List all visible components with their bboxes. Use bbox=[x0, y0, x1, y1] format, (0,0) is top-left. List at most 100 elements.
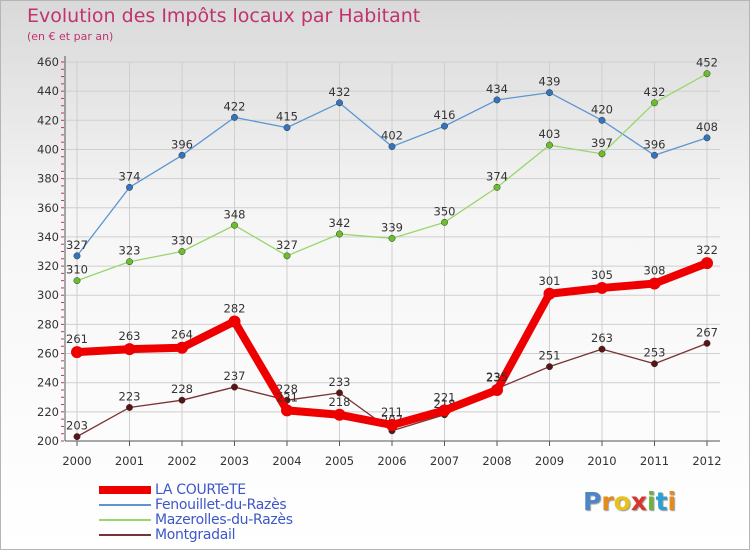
x-tick-label: 2005 bbox=[325, 454, 354, 468]
y-tick-label: 340 bbox=[37, 230, 59, 244]
legend-label: LA COURTeTE bbox=[155, 482, 246, 498]
data-point bbox=[596, 281, 608, 294]
logo-letter: o bbox=[613, 487, 631, 516]
data-label: 339 bbox=[381, 220, 403, 234]
data-label: 233 bbox=[329, 375, 351, 389]
logo-letter: r bbox=[601, 487, 614, 516]
data-label: 223 bbox=[119, 389, 141, 403]
proxiti-logo: Proxiti bbox=[583, 487, 676, 516]
data-point bbox=[543, 287, 556, 300]
data-label: 305 bbox=[591, 268, 613, 282]
data-label: 221 bbox=[276, 390, 298, 404]
data-point bbox=[651, 360, 658, 368]
data-point bbox=[388, 143, 396, 150]
data-point bbox=[228, 315, 241, 328]
x-tick-label: 2008 bbox=[482, 454, 511, 468]
data-label: 439 bbox=[539, 75, 561, 89]
series-fenouillet-du-raz-s: 327 374 396 422 415 432 402 416 434 439 420 396 408 bbox=[66, 75, 718, 260]
y-tick-label: 200 bbox=[37, 434, 59, 448]
data-point bbox=[231, 221, 238, 229]
y-tick-label: 260 bbox=[37, 347, 59, 361]
data-point bbox=[231, 383, 238, 391]
data-point bbox=[73, 277, 81, 285]
data-label: 350 bbox=[434, 204, 456, 218]
data-point bbox=[388, 234, 396, 242]
data-point bbox=[438, 404, 451, 417]
legend-swatch bbox=[99, 534, 151, 536]
series-la-courtete: 261 263 264 282 221 218 211 221 235 301 305 308 322 bbox=[66, 243, 718, 431]
data-point bbox=[491, 383, 503, 396]
data-label: 301 bbox=[539, 274, 561, 288]
data-point bbox=[651, 99, 658, 107]
data-point bbox=[701, 257, 713, 270]
axes: 200 220 240 260 280 300 320 340 360 380 400 420 440 4… bbox=[37, 55, 722, 468]
data-point bbox=[336, 99, 343, 107]
data-label: 348 bbox=[224, 207, 246, 221]
data-point bbox=[546, 141, 553, 149]
data-label: 221 bbox=[434, 390, 456, 404]
data-point bbox=[333, 408, 346, 421]
data-point bbox=[283, 124, 291, 132]
data-point bbox=[73, 433, 81, 441]
data-point bbox=[703, 70, 711, 78]
series-mazerolles-du-raz-s: 310 323 330 348 327 342 339 350 374 403 397 432 452 bbox=[66, 56, 718, 285]
data-point bbox=[126, 183, 133, 191]
data-point bbox=[178, 248, 186, 255]
data-point bbox=[178, 151, 186, 159]
y-tick-label: 280 bbox=[37, 317, 59, 331]
data-label: 396 bbox=[171, 137, 193, 151]
data-label: 228 bbox=[171, 382, 193, 396]
y-tick-label: 440 bbox=[37, 84, 59, 98]
y-tick-label: 320 bbox=[37, 259, 59, 273]
data-point bbox=[281, 404, 293, 417]
data-point bbox=[598, 150, 606, 158]
data-label: 397 bbox=[591, 136, 613, 150]
data-label: 374 bbox=[119, 169, 141, 183]
data-point bbox=[598, 116, 606, 124]
data-point bbox=[178, 396, 186, 404]
data-point bbox=[493, 183, 501, 191]
series: 3273743964224154324024164344394203964083… bbox=[66, 56, 718, 441]
data-label: 322 bbox=[696, 243, 718, 257]
x-tick-label: 2003 bbox=[220, 454, 249, 468]
data-label: 327 bbox=[66, 238, 88, 252]
x-tick-label: 2000 bbox=[62, 454, 91, 468]
data-label: 422 bbox=[224, 99, 246, 113]
y-tick-label: 220 bbox=[37, 405, 59, 419]
data-point bbox=[651, 151, 658, 159]
data-label: 263 bbox=[591, 331, 613, 345]
data-point bbox=[386, 418, 398, 431]
x-tick-label: 2012 bbox=[692, 454, 721, 468]
data-label: 310 bbox=[66, 263, 88, 277]
data-label: 416 bbox=[434, 108, 456, 122]
logo-letter: t bbox=[655, 487, 668, 516]
data-label: 261 bbox=[66, 332, 88, 346]
data-point bbox=[123, 343, 136, 356]
legend-swatch bbox=[99, 504, 151, 506]
data-label: 434 bbox=[486, 82, 508, 96]
data-label: 432 bbox=[644, 85, 666, 99]
y-tick-label: 460 bbox=[37, 55, 59, 69]
data-label: 374 bbox=[486, 169, 508, 183]
data-label: 253 bbox=[644, 346, 666, 360]
data-label: 267 bbox=[696, 325, 718, 339]
data-label: 327 bbox=[276, 238, 298, 252]
legend-label: Fenouillet-du-Razès bbox=[155, 497, 287, 513]
y-tick-label: 400 bbox=[37, 142, 59, 156]
legend-swatch bbox=[99, 486, 151, 494]
data-label: 251 bbox=[539, 349, 561, 363]
data-label: 403 bbox=[539, 127, 561, 141]
x-tick-label: 2002 bbox=[167, 454, 196, 468]
legend-swatch bbox=[99, 519, 151, 521]
data-point bbox=[441, 122, 448, 130]
data-label: 203 bbox=[66, 419, 88, 433]
x-tick-label: 2011 bbox=[640, 454, 669, 468]
logo-letter: x bbox=[630, 487, 647, 516]
data-point bbox=[703, 134, 711, 142]
data-point bbox=[703, 339, 711, 347]
data-point bbox=[441, 218, 448, 226]
data-label: 308 bbox=[644, 264, 666, 278]
data-label: 408 bbox=[696, 120, 718, 134]
